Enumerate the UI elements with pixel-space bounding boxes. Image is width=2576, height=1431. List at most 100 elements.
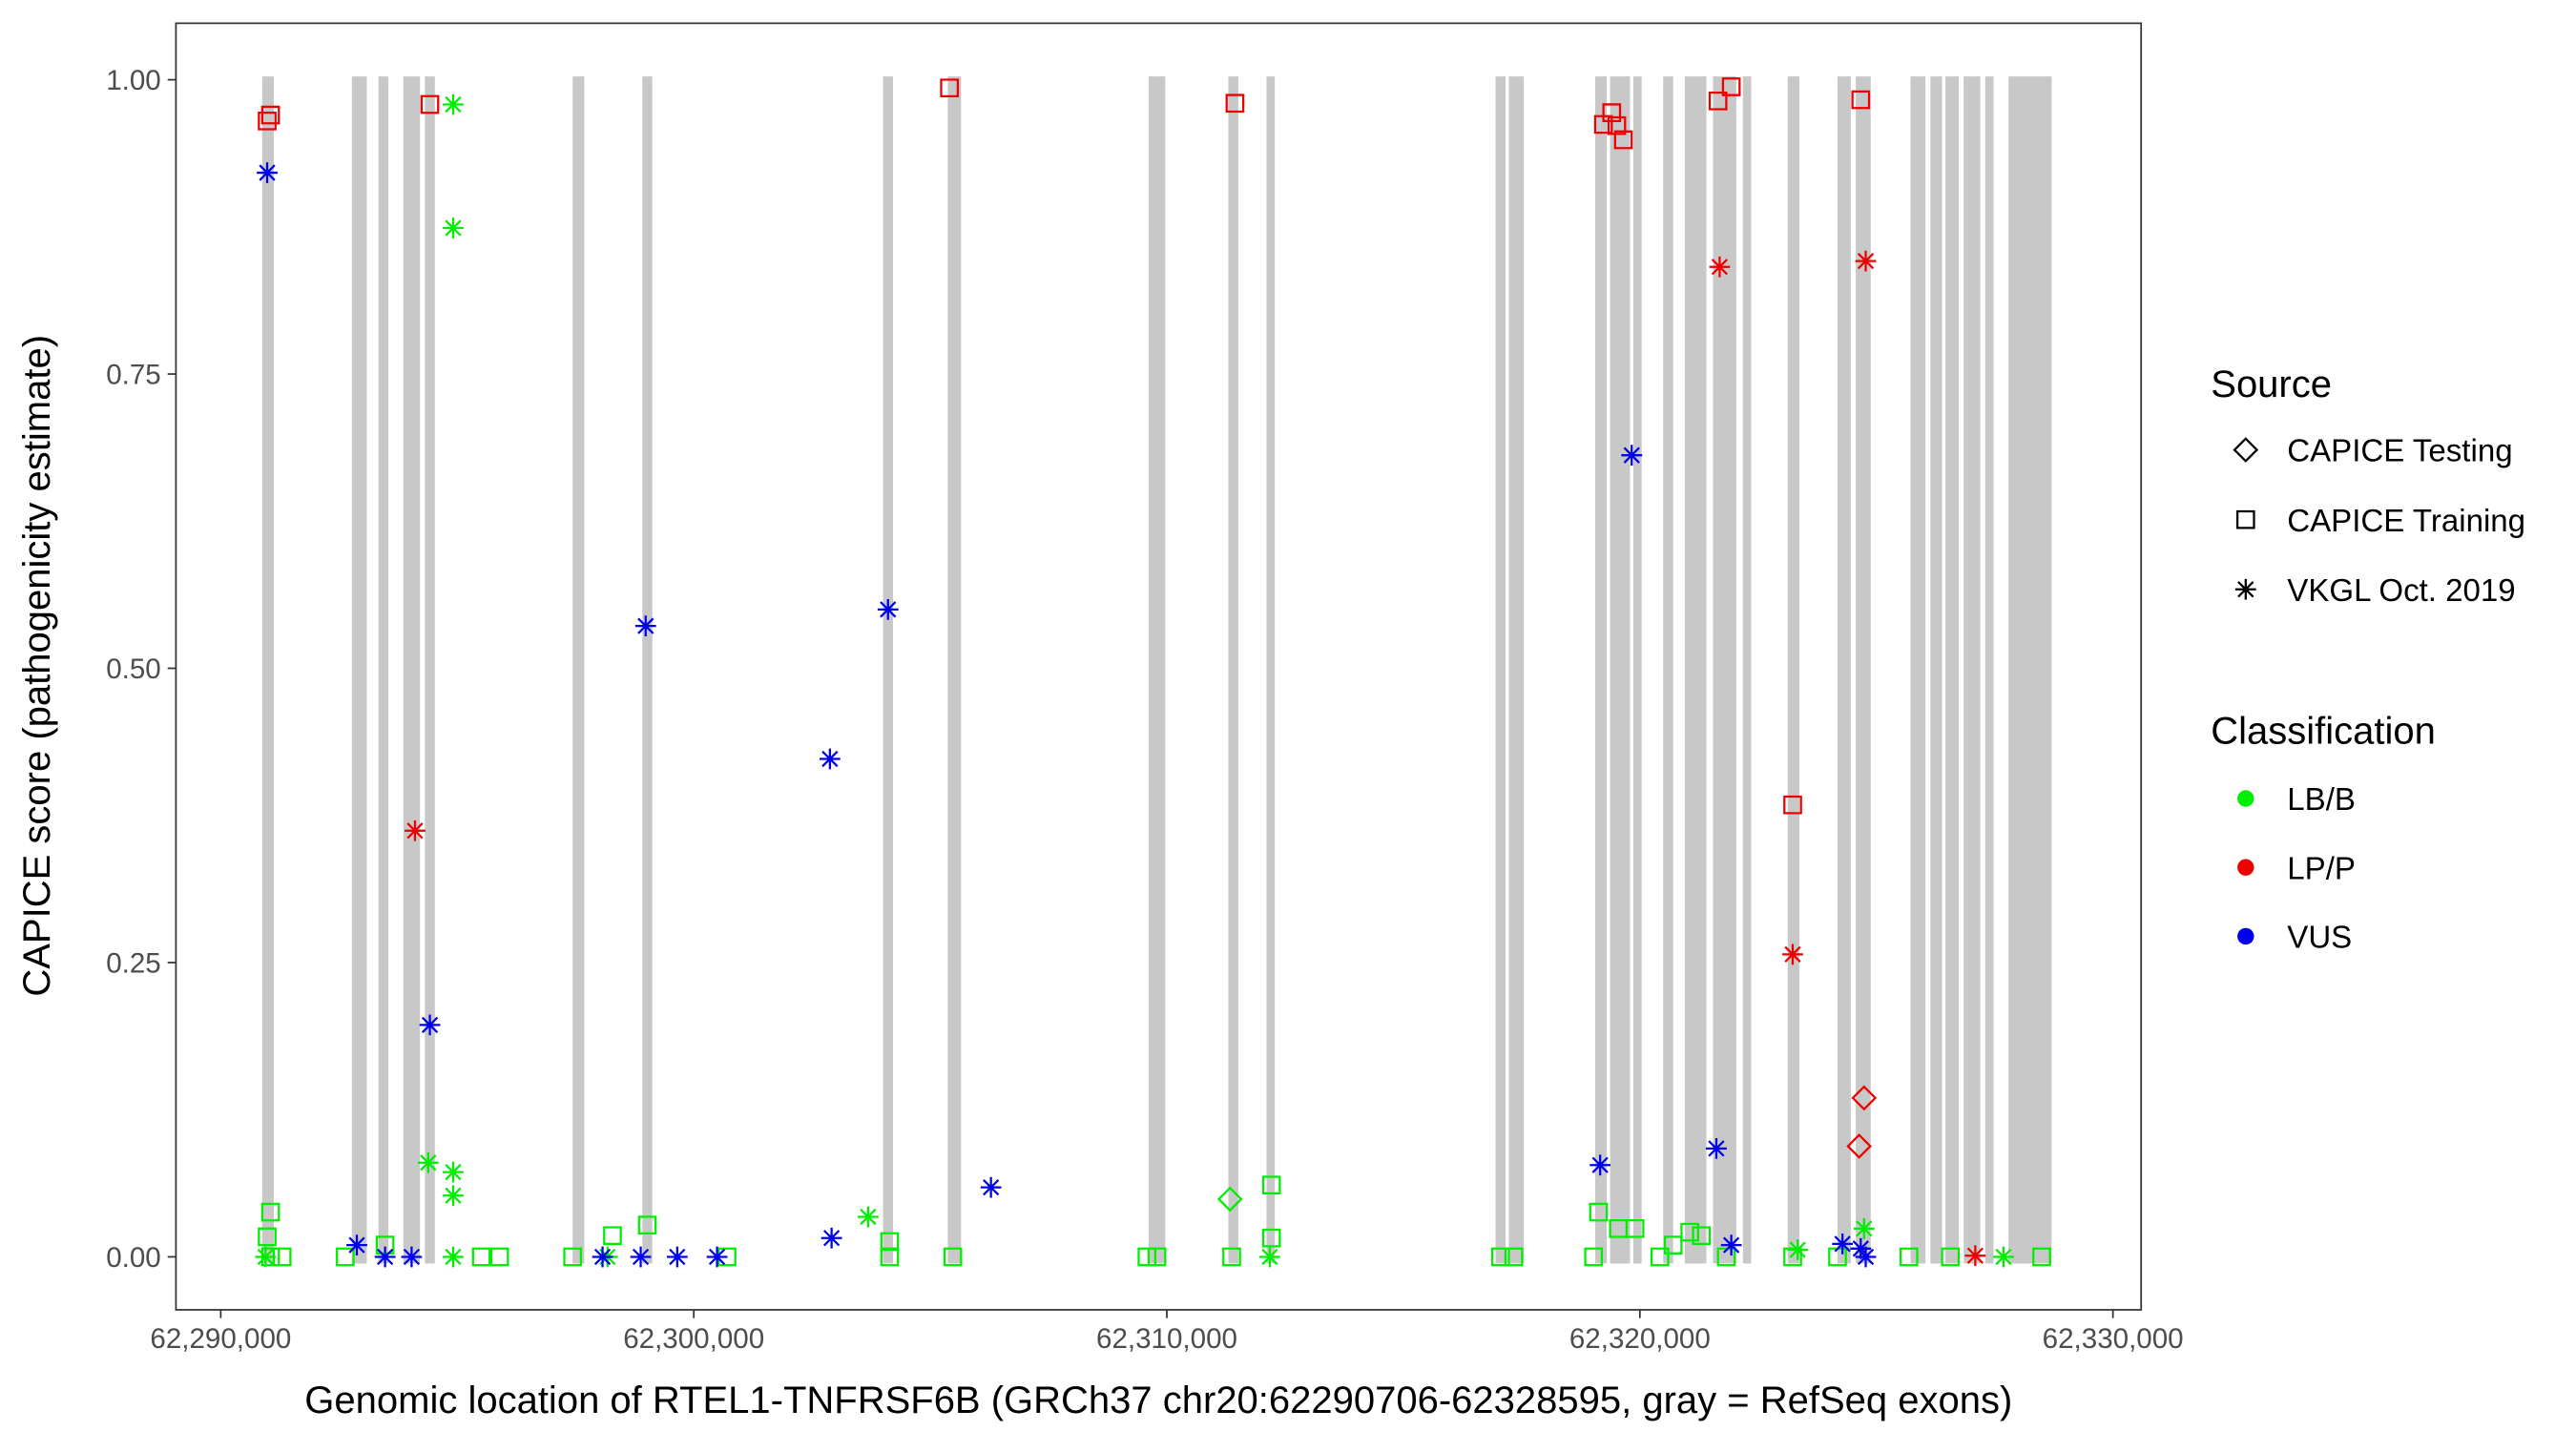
exon [1148, 76, 1166, 1264]
exon [1228, 76, 1238, 1264]
x-tick-label: 62,300,000 [623, 1323, 764, 1355]
y-tick-label: 0.25 [106, 947, 161, 979]
legend-label: VUS [2287, 921, 2352, 956]
point [1832, 1233, 1854, 1255]
point [1261, 1228, 1281, 1248]
point [272, 1247, 292, 1267]
point [1621, 445, 1643, 467]
y-tick-label: 1.00 [106, 65, 161, 96]
point [1851, 90, 1871, 110]
point [630, 1246, 652, 1268]
point [1783, 1247, 1802, 1267]
point [940, 78, 960, 98]
point [405, 819, 426, 841]
point [1853, 1217, 1875, 1239]
exon [1632, 76, 1642, 1264]
point [1625, 1219, 1645, 1238]
legend-label: VKGL Oct. 2019 [2287, 573, 2515, 609]
point [1259, 1246, 1280, 1268]
point [1584, 1247, 1604, 1267]
y-axis-title: CAPICE score (pathogenicity estimate) [16, 335, 58, 997]
exon [1684, 76, 1707, 1264]
point [1783, 795, 1802, 815]
x-tick-label: 62,290,000 [150, 1323, 291, 1355]
point [706, 1246, 728, 1268]
exon [1742, 76, 1752, 1264]
point [1782, 944, 1803, 965]
exon [642, 76, 653, 1264]
point [1720, 1234, 1742, 1255]
x-tick-label: 62,320,000 [1569, 1323, 1711, 1355]
exon [1594, 76, 1608, 1264]
point [1607, 115, 1627, 135]
exon [425, 76, 435, 1264]
point [980, 1176, 1002, 1198]
point [877, 598, 899, 620]
point [603, 1226, 622, 1246]
exon [947, 76, 962, 1264]
exon [572, 76, 585, 1264]
plot-frame [175, 22, 2143, 1311]
point [637, 1215, 657, 1234]
point [1964, 1245, 1986, 1267]
legend-marker [2234, 578, 2256, 600]
point [1680, 1222, 1699, 1242]
legend-label: CAPICE Training [2287, 504, 2525, 539]
point [1216, 1186, 1243, 1213]
point [260, 105, 280, 125]
point [419, 1014, 441, 1036]
point [336, 1247, 355, 1267]
legend-title: Classification [2211, 711, 2436, 753]
exon [2008, 76, 2052, 1264]
exon [1984, 76, 1994, 1264]
exon [351, 76, 367, 1264]
point [443, 1246, 464, 1268]
point [821, 1227, 842, 1249]
point [820, 748, 841, 770]
legend-marker [2237, 859, 2254, 876]
exon [1787, 76, 1799, 1264]
point [1650, 1247, 1670, 1267]
point [1846, 1133, 1872, 1159]
point [443, 93, 464, 115]
legend-label: LB/B [2287, 782, 2356, 818]
point [563, 1247, 583, 1267]
exon [261, 76, 275, 1264]
point [1225, 93, 1245, 114]
point [471, 1247, 491, 1267]
exon [883, 76, 893, 1264]
exon [378, 76, 389, 1264]
x-tick-label: 62,330,000 [2043, 1323, 2184, 1355]
exon [1945, 76, 1959, 1264]
point [1692, 1226, 1712, 1246]
legend-label: LP/P [2287, 851, 2356, 886]
exon [1910, 76, 1926, 1264]
x-tick-label: 62,310,000 [1096, 1323, 1237, 1355]
exon [1856, 76, 1871, 1264]
point [1147, 1247, 1167, 1267]
point [443, 1161, 464, 1183]
legend-marker [2237, 927, 2254, 945]
y-tick-label: 0.75 [106, 359, 161, 390]
point [1993, 1246, 2014, 1268]
point [1851, 1085, 1878, 1111]
point [401, 1246, 423, 1268]
point [1593, 114, 1613, 135]
point [1899, 1247, 1919, 1267]
point [1850, 1237, 1872, 1259]
point [880, 1247, 900, 1267]
point [1589, 1202, 1609, 1222]
point [2032, 1247, 2051, 1267]
point [1706, 1138, 1727, 1159]
point [1589, 1154, 1611, 1176]
point [592, 1246, 613, 1268]
exon [1610, 76, 1631, 1264]
point [634, 615, 656, 636]
point [420, 94, 440, 114]
point [1602, 103, 1622, 122]
point [858, 1206, 879, 1228]
point [666, 1246, 688, 1268]
exon [1930, 76, 1942, 1264]
legend-marker [2233, 437, 2259, 463]
legend-label: CAPICE Testing [2287, 434, 2512, 469]
